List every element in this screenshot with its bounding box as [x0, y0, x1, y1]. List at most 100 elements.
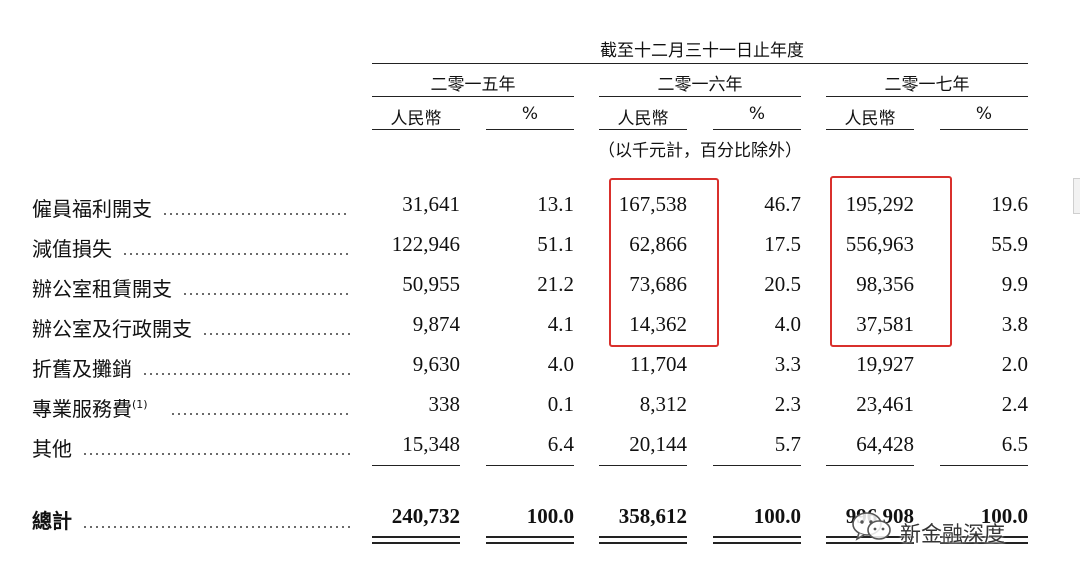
column-subtotal-rule	[599, 465, 687, 466]
total-double-rule	[713, 536, 801, 544]
leader-dots	[170, 413, 350, 415]
total-percent-cell: 100.0	[753, 504, 801, 528]
amount-cell: 15,348	[402, 432, 460, 456]
row-label-text: 折舊及攤銷	[32, 357, 132, 381]
amount-cell: 338	[428, 392, 461, 416]
amount-cell: 11,704	[630, 352, 687, 376]
leader-dots	[142, 373, 350, 375]
amount-cell: 167,538	[618, 192, 687, 216]
row-label: 辦公室租賃開支	[32, 273, 172, 302]
leader-dots	[162, 213, 350, 215]
percent-cell: 5.7	[774, 432, 801, 456]
amount-cell: 98,356	[856, 272, 914, 296]
amount-cell: 62,866	[629, 232, 687, 256]
total-double-rule	[599, 536, 687, 544]
currency-label-2016: 人民幣	[617, 109, 669, 129]
percent-cell: 3.3	[774, 352, 801, 376]
percent-cell: 2.3	[774, 392, 801, 416]
leader-dots	[202, 333, 350, 335]
amount-cell: 23,461	[856, 392, 914, 416]
subheader-underline	[826, 129, 914, 130]
percent-cell: 2.0	[1001, 352, 1028, 376]
year-2015: 二零一五年	[430, 75, 516, 95]
amount-cell: 556,963	[845, 232, 914, 256]
row-label-text: 辦公室及行政開支	[32, 317, 192, 341]
percent-cell: 19.6	[991, 192, 1028, 216]
amount-cell: 19,927	[856, 352, 914, 376]
total-leader-dots	[82, 526, 350, 528]
period-underline	[372, 63, 1028, 64]
footnote-marker: (1)	[132, 398, 148, 412]
percent-cell: 4.1	[547, 312, 574, 336]
amount-cell: 31,641	[402, 192, 460, 216]
leader-dots	[82, 453, 350, 455]
amount-cell: 50,955	[402, 272, 460, 296]
subheader-underline	[599, 129, 687, 130]
column-subtotal-rule	[372, 465, 460, 466]
percent-cell: 4.0	[774, 312, 801, 336]
amount-cell: 37,581	[856, 312, 914, 336]
subheader-underline	[940, 129, 1028, 130]
amount-cell: 73,686	[629, 272, 687, 296]
amount-cell: 9,874	[412, 312, 460, 336]
total-percent-cell: 100.0	[526, 504, 574, 528]
percent-cell: 20.5	[764, 272, 801, 296]
row-label-text: 其他	[32, 437, 72, 461]
amount-cell: 64,428	[856, 432, 914, 456]
year-2016-underline	[599, 96, 801, 97]
row-label: 僱員福利開支	[32, 193, 152, 222]
percent-cell: 51.1	[537, 232, 574, 256]
unit-note: （以千元計，百分比除外）	[598, 141, 802, 161]
currency-label-2015: 人民幣	[390, 109, 442, 129]
column-subtotal-rule	[826, 465, 914, 466]
year-2015-underline	[372, 96, 574, 97]
watermark-text: 新金融深度	[900, 522, 1005, 546]
total-amount-cell: 358,612	[618, 504, 687, 528]
amount-cell: 8,312	[639, 392, 687, 416]
amount-cell: 20,144	[629, 432, 687, 456]
amount-cell: 14,362	[629, 312, 687, 336]
year-2017: 二零一七年	[884, 75, 970, 95]
percent-cell: 9.9	[1001, 272, 1028, 296]
year-2017-underline	[826, 96, 1028, 97]
highlight-box-2017	[830, 176, 952, 347]
row-label: 辦公室及行政開支	[32, 313, 192, 342]
row-label-text: 減值損失	[32, 237, 112, 261]
percent-cell: 13.1	[537, 192, 574, 216]
row-label: 減值損失	[32, 233, 112, 262]
percent-cell: 21.2	[537, 272, 574, 296]
percent-cell: 2.4	[1001, 392, 1028, 416]
percent-cell: 55.9	[991, 232, 1028, 256]
amount-cell: 9,630	[412, 352, 460, 376]
scroll-handle[interactable]	[1073, 178, 1080, 214]
total-amount-cell: 240,732	[391, 504, 460, 528]
percent-cell: 6.4	[547, 432, 574, 456]
currency-label-2017: 人民幣	[844, 109, 896, 129]
total-double-rule	[940, 536, 1028, 544]
period-header: 截至十二月三十一日止年度	[600, 41, 804, 61]
row-label: 專業服務費(1)	[32, 393, 148, 422]
subheader-underline	[372, 129, 460, 130]
subheader-underline	[713, 129, 801, 130]
leader-dots	[182, 293, 350, 295]
subheader-underline	[486, 129, 574, 130]
percent-cell: 46.7	[764, 192, 801, 216]
highlight-box-2016	[609, 178, 719, 347]
percent-cell: 4.0	[547, 352, 574, 376]
row-label-text: 辦公室租賃開支	[32, 277, 172, 301]
row-label-text: 僱員福利開支	[32, 197, 152, 221]
total-double-rule	[826, 536, 914, 544]
row-label-text: 專業服務費	[32, 397, 132, 421]
amount-cell: 195,292	[845, 192, 914, 216]
leader-dots	[122, 253, 350, 255]
percent-cell: 6.5	[1001, 432, 1028, 456]
pct-label-2015: %	[521, 104, 539, 124]
row-label: 其他	[32, 433, 72, 462]
column-subtotal-rule	[713, 465, 801, 466]
total-percent-cell: 100.0	[980, 504, 1028, 528]
total-double-rule	[486, 536, 574, 544]
column-subtotal-rule	[940, 465, 1028, 466]
percent-cell: 17.5	[764, 232, 801, 256]
column-subtotal-rule	[486, 465, 574, 466]
wechat-icon	[850, 509, 894, 545]
